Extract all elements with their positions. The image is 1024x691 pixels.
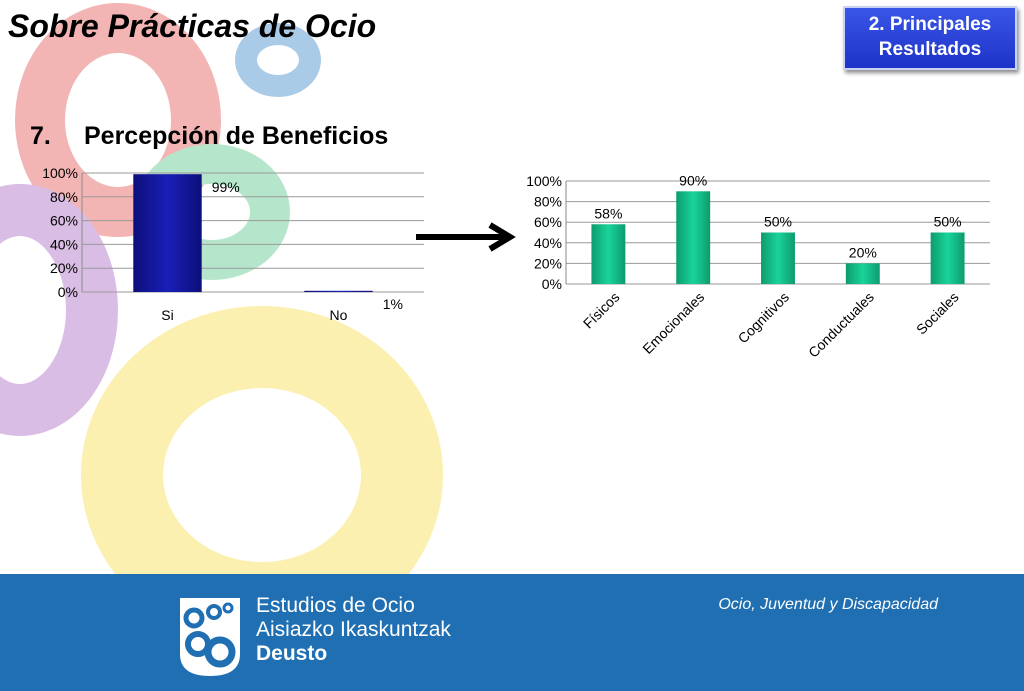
logo-line2: Aisiazko Ikaskuntzak [256, 618, 451, 642]
x-tick-label: Sociales [913, 289, 962, 338]
bar [930, 232, 965, 284]
x-tick-label: No [330, 307, 348, 323]
decor-purple-o [0, 184, 118, 436]
bar [676, 191, 711, 284]
y-tick-label: 40% [50, 236, 78, 252]
y-tick-label: 20% [534, 255, 562, 271]
chart-beneficios-si-no: 0% 20% 40% 60% 80% 100% 99% Si 1% No [42, 165, 424, 323]
bar [304, 290, 373, 292]
logo-line1: Estudios de Ocio [256, 594, 415, 617]
section-label-line2: Resultados [878, 39, 982, 60]
x-tick-label: Cognitivos [735, 289, 793, 347]
logo-line3: Deusto [256, 642, 328, 666]
y-tick-label: 0% [58, 284, 78, 300]
section-label-line1: 2. Principales [868, 14, 992, 36]
y-tick-label: 80% [50, 189, 78, 205]
page-title: Sobre Prácticas de Ocio [8, 8, 377, 44]
data-label: 50% [764, 214, 792, 230]
deusto-logo-icon [180, 598, 240, 676]
x-tick-label: Físicos [580, 289, 623, 332]
data-label: 50% [934, 214, 962, 230]
bar [761, 232, 795, 284]
chart-tipos-beneficios: 0% 20% 40% 60% 80% 100% 58% Físicos 90% Emocional… [526, 172, 990, 361]
data-label: 99% [212, 179, 240, 195]
bar [845, 263, 880, 284]
bar [133, 174, 202, 292]
y-tick-label: 60% [50, 213, 78, 229]
footer-bar: Estudios de Ocio Aisiazko Ikaskuntzak De… [0, 574, 1024, 691]
data-label: 1% [383, 296, 403, 312]
section-button[interactable]: 2. Principales Resultados [843, 6, 1017, 70]
x-tick-label: Si [161, 307, 173, 323]
subtitle-number: 7. [30, 122, 51, 150]
section-subtitle: 7. Percepción de Beneficios [30, 122, 388, 151]
decor-yellow-o [81, 306, 443, 644]
bar [591, 224, 626, 284]
x-tick-label: Conductuales [805, 289, 877, 361]
y-tick-label: 0% [542, 276, 562, 292]
arrow-icon [416, 222, 516, 252]
y-tick-label: 80% [534, 194, 562, 210]
decor-blue-o [235, 23, 321, 97]
y-tick-label: 100% [526, 173, 562, 189]
data-label: 58% [594, 205, 622, 221]
y-tick-label: 20% [50, 260, 78, 276]
footer-caption: Ocio, Juventud y Discapacidad [718, 596, 938, 613]
x-tick-label: Emocionales [639, 289, 707, 357]
data-label: 90% [679, 172, 707, 188]
y-tick-label: 60% [534, 214, 562, 230]
decor-red-o [15, 3, 221, 237]
data-label: 20% [849, 244, 877, 260]
logo-text: Estudios de Ocio Aisiazko Ikaskuntzak De… [256, 594, 451, 666]
y-tick-label: 40% [534, 235, 562, 251]
subtitle-text: Percepción de Beneficios [84, 122, 389, 150]
y-tick-label: 100% [42, 165, 78, 181]
